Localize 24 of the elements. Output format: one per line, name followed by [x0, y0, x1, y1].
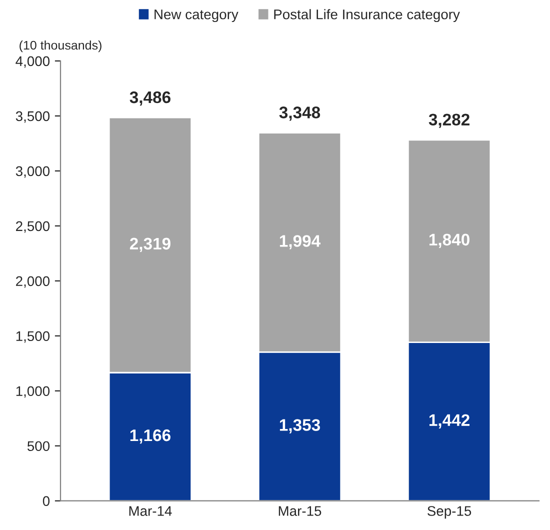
y-tick-label: 2,000: [16, 276, 50, 288]
legend-label: Postal Life Insurance category: [274, 9, 460, 22]
y-tick-label: 1,000: [16, 386, 50, 398]
y-tick-label: 0: [42, 496, 50, 506]
legend-label: New category: [154, 10, 238, 22]
y-tick-label: 500: [27, 441, 50, 452]
data-label: 1,442: [429, 414, 470, 428]
y-tick-label: 1,500: [16, 331, 50, 343]
data-label: 1,353: [280, 419, 320, 434]
y-tick-label: 3,000: [16, 166, 50, 178]
x-tick-label: Sep-15: [428, 506, 472, 519]
y-tick-label: 2,500: [16, 221, 50, 233]
data-label: 2,319: [130, 238, 170, 252]
data-label: 1,840: [429, 234, 470, 248]
data-label: 1,994: [280, 235, 321, 250]
total-label: 3,282: [428, 114, 470, 128]
x-tick-label: Mar-15: [278, 506, 322, 516]
y-tick-label: 4,000: [16, 56, 50, 68]
x-tick-label: Mar-14: [129, 506, 172, 516]
y-tick-label: 3,500: [16, 111, 50, 123]
total-label: 3,348: [279, 106, 320, 121]
y-axis-title: (10 thousands): [20, 40, 102, 52]
total-label: 3,486: [130, 91, 170, 106]
data-label: 1,166: [130, 429, 170, 444]
